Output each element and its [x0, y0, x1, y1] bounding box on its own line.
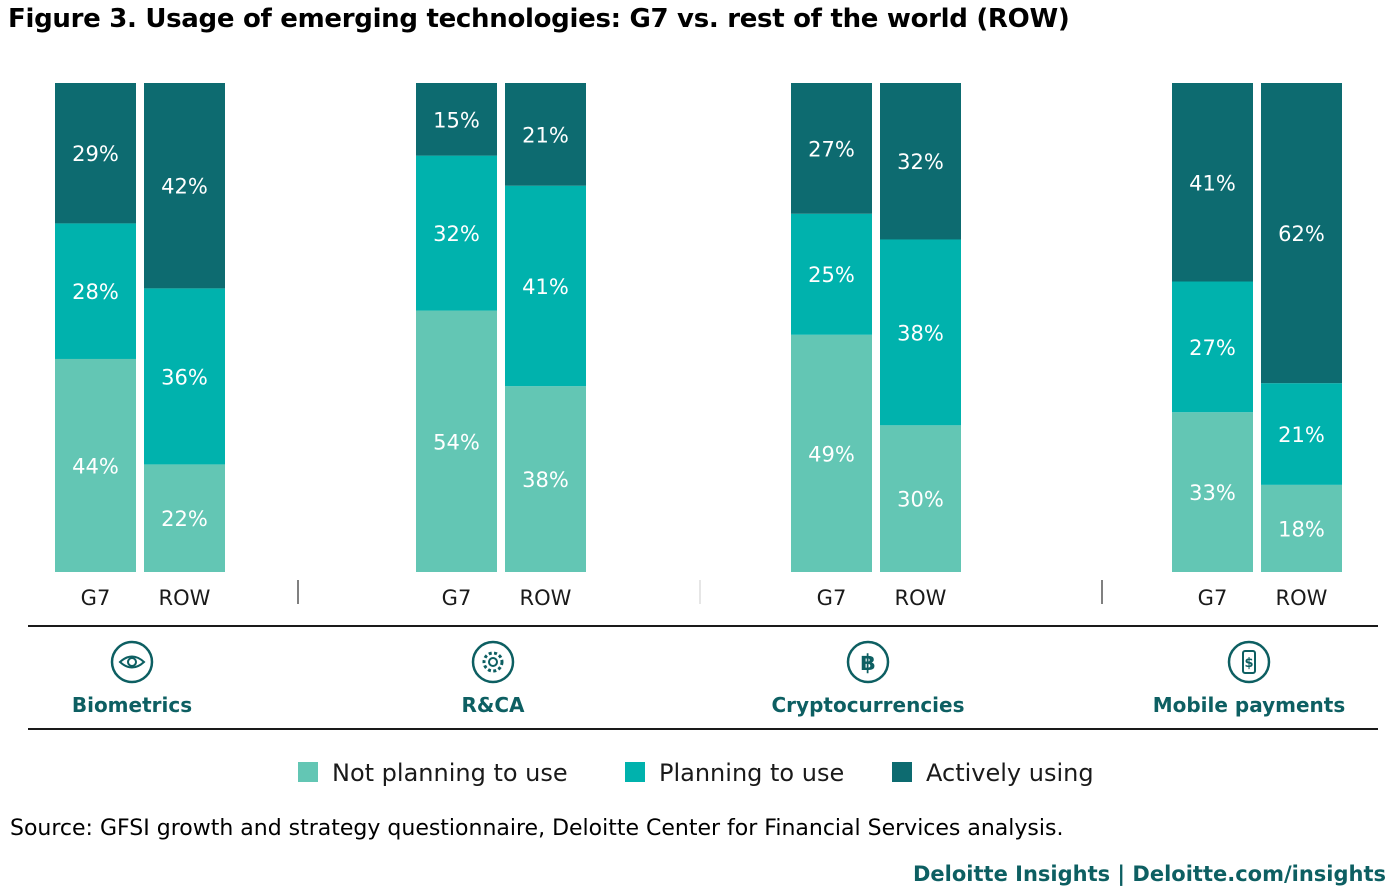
bar-segment-mobile-payments-row-not-planning	[1261, 484, 1342, 572]
source-note: Source: GFSI growth and strategy questio…	[10, 816, 1064, 841]
data-label: 54%	[433, 430, 480, 454]
legend-label: Not planning to use	[332, 759, 568, 787]
bar-segment-cryptocurrencies-g7-planning	[791, 213, 872, 335]
bar-segment-r-ca-row-not-planning	[505, 386, 586, 572]
bar-segment-mobile-payments-row-actively-using	[1261, 83, 1342, 384]
bar-segment-biometrics-g7-planning	[55, 223, 136, 359]
category-label-g7: G7	[442, 586, 472, 610]
data-label: 36%	[161, 365, 208, 389]
bar-segment-biometrics-g7-actively-using	[55, 83, 136, 224]
data-label: 32%	[897, 150, 944, 174]
bar-segment-mobile-payments-g7-actively-using	[1172, 83, 1253, 282]
bar-segment-cryptocurrencies-g7-not-planning	[791, 334, 872, 572]
data-label: 18%	[1278, 517, 1325, 541]
data-label: 15%	[433, 108, 480, 132]
category-label-row: ROW	[895, 586, 947, 610]
bar-segment-mobile-payments-row-planning	[1261, 383, 1342, 485]
eye-icon	[110, 640, 154, 684]
legend-swatch-planning	[625, 762, 645, 782]
data-label: 49%	[808, 442, 855, 466]
data-label: 41%	[522, 275, 569, 299]
data-label: 21%	[1278, 423, 1325, 447]
bar-segment-mobile-payments-g7-planning	[1172, 281, 1253, 413]
data-label: 22%	[161, 507, 208, 531]
bar-segment-r-ca-g7-planning	[416, 155, 497, 311]
footer-credit: Deloitte Insights | Deloitte.com/insight…	[913, 862, 1386, 886]
data-label: 41%	[1189, 171, 1236, 195]
data-label: 30%	[897, 488, 944, 512]
data-label: 29%	[72, 142, 119, 166]
data-label: 25%	[808, 263, 855, 287]
bar-segment-r-ca-row-actively-using	[505, 83, 586, 186]
bar-segment-biometrics-row-planning	[144, 288, 225, 465]
bar-segment-cryptocurrencies-row-actively-using	[880, 83, 961, 240]
legend-label: Planning to use	[659, 759, 844, 787]
category-label-g7: G7	[817, 586, 847, 610]
group-label-cryptocurrencies: Cryptocurrencies	[772, 693, 965, 717]
data-label: 62%	[1278, 222, 1325, 246]
category-label-g7: G7	[1198, 586, 1228, 610]
data-label: 44%	[72, 454, 119, 478]
category-label-row: ROW	[520, 586, 572, 610]
chart-title: Figure 3. Usage of emerging technologies…	[8, 4, 1070, 34]
legend-label: Actively using	[926, 759, 1094, 787]
group-label-biometrics: Biometrics	[72, 693, 192, 717]
category-label-g7: G7	[81, 586, 111, 610]
category-label-row: ROW	[159, 586, 211, 610]
data-label: 33%	[1189, 481, 1236, 505]
bar-segment-biometrics-row-actively-using	[144, 83, 225, 289]
data-label: 42%	[161, 175, 208, 199]
data-label: 27%	[1189, 336, 1236, 360]
bar-segment-biometrics-g7-not-planning	[55, 358, 136, 572]
svg-text:฿: ฿	[860, 651, 875, 676]
group-label-r-ca: R&CA	[462, 693, 526, 717]
svg-text:$: $	[1244, 656, 1253, 671]
mobile-payment-icon: $	[1227, 640, 1271, 684]
bar-segment-r-ca-g7-not-planning	[416, 310, 497, 572]
bar-segment-r-ca-row-planning	[505, 185, 586, 387]
legend-swatch-actively-using	[892, 762, 912, 782]
bar-segment-cryptocurrencies-row-planning	[880, 239, 961, 426]
category-label-row: ROW	[1276, 586, 1328, 610]
data-label: 38%	[522, 468, 569, 492]
bar-segment-cryptocurrencies-row-not-planning	[880, 425, 961, 572]
gear-icon	[471, 640, 515, 684]
data-label: 27%	[808, 137, 855, 161]
bitcoin-icon: ฿	[846, 640, 890, 684]
group-label-mobile-payments: Mobile payments	[1153, 693, 1346, 717]
bar-segment-cryptocurrencies-g7-actively-using	[791, 83, 872, 214]
data-label: 21%	[522, 123, 569, 147]
bar-segment-biometrics-row-not-planning	[144, 464, 225, 572]
bar-segment-r-ca-g7-actively-using	[416, 83, 497, 156]
data-label: 28%	[72, 280, 119, 304]
legend-swatch-not-planning	[298, 762, 318, 782]
bar-segment-mobile-payments-g7-not-planning	[1172, 412, 1253, 572]
data-label: 32%	[433, 222, 480, 246]
data-label: 38%	[897, 321, 944, 345]
